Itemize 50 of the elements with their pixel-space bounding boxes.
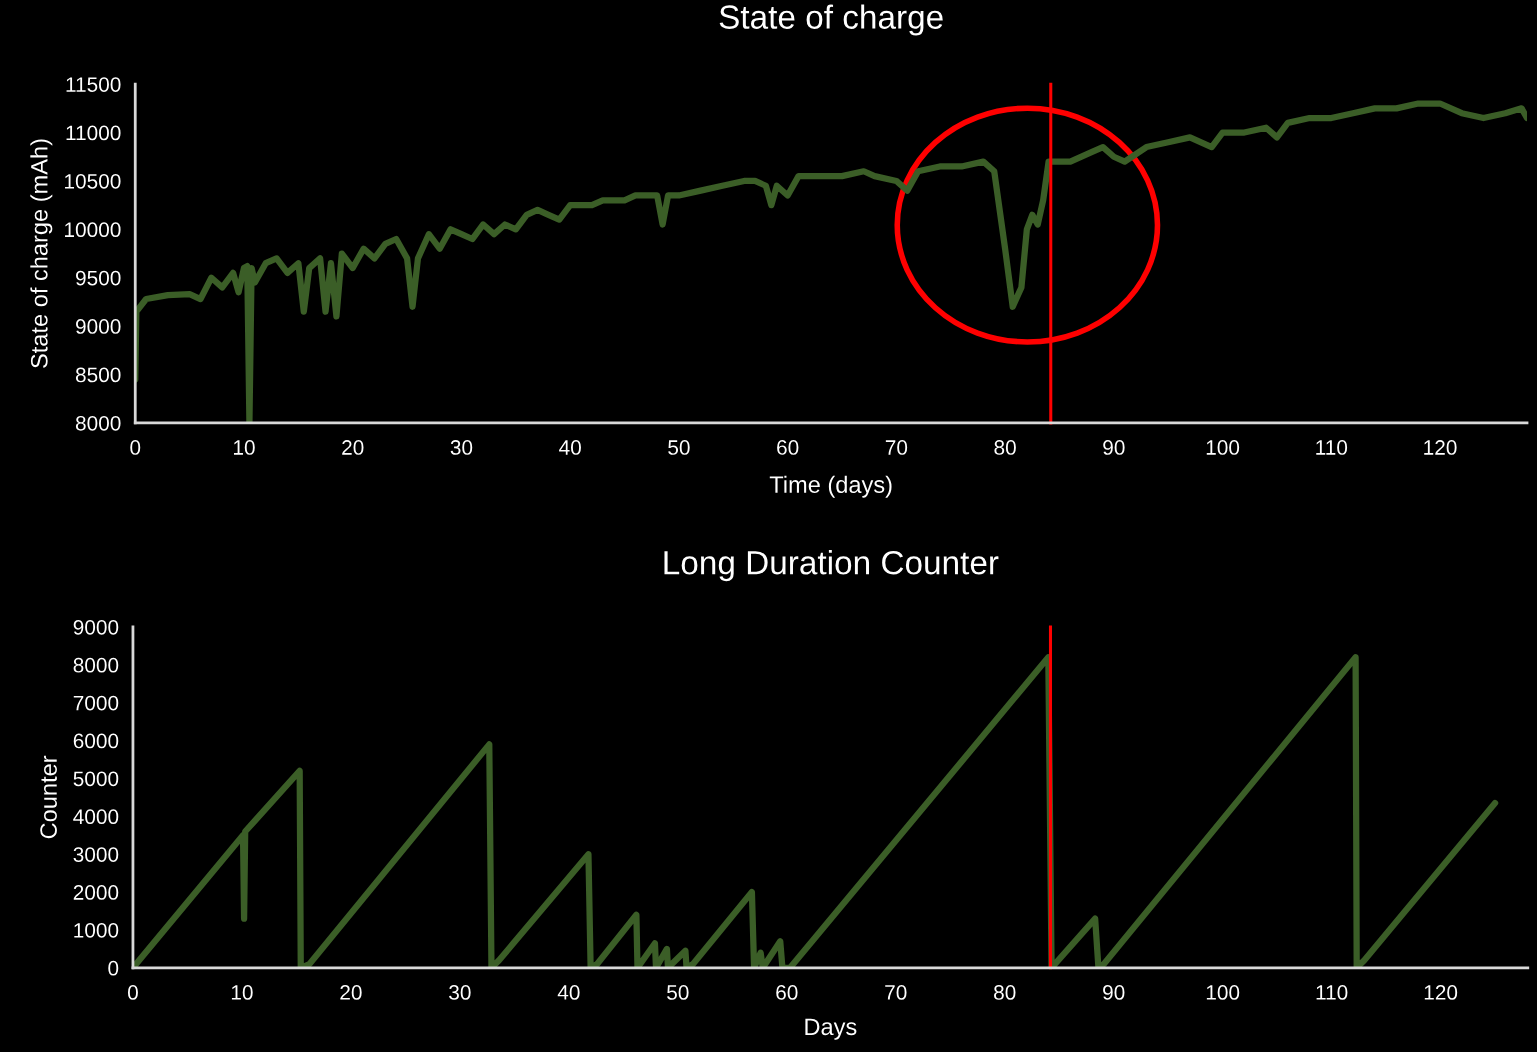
y-tick-label: 8500 [75,367,121,383]
x-tick-label: 110 [1316,440,1348,455]
y-tick-label: 7000 [73,695,119,711]
x-tick-label: 80 [994,985,1016,1000]
x-tick-label: 110 [1316,985,1348,1000]
y-tick-label: 9000 [76,319,121,334]
x-tick-label: 120 [1424,985,1458,1000]
x-tick-label: 60 [776,985,798,1000]
x-tick-label: 50 [667,985,689,1000]
y-axis-title: State of charge (mAh) [30,139,53,368]
chart-title: Long Duration Counter [664,550,999,582]
y-tick-label: 1000 [74,922,119,938]
x-tick-label: 20 [342,440,364,455]
x-axis-title: Time (days) [769,475,892,498]
y-axis-title: Counter [40,755,57,839]
x-tick-label: 10 [231,985,253,1000]
x-tick-label: 70 [885,985,907,1000]
x-tick-label: 100 [1206,985,1240,1000]
y-tick-label: 2000 [73,885,119,900]
y-tick-label: 5000 [73,771,119,787]
x-tick-label: 100 [1206,440,1240,455]
y-tick-label: 3000 [73,847,119,862]
x-tick-label: 90 [1103,440,1125,455]
y-tick-label: 8000 [73,657,119,673]
x-tick-label: 10 [233,440,255,455]
y-tick-label: 9500 [76,270,121,286]
x-axis-title: Days [805,1018,857,1040]
y-tick-label: 6000 [73,733,119,749]
y-tick-label: 11500 [66,77,121,92]
x-tick-label: 40 [559,440,581,455]
x-tick-label: 30 [449,985,471,1000]
x-tick-label: 70 [885,440,908,455]
x-tick-label: 0 [130,440,141,455]
y-tick-label: 11000 [66,125,121,141]
x-tick-label: 90 [1103,985,1125,1000]
y-tick-label: 10500 [65,173,121,189]
y-tick-label: 0 [108,960,119,976]
y-tick-label: 10000 [65,222,121,238]
x-tick-label: 120 [1424,440,1457,455]
chart-title: State of charge [719,4,943,36]
y-tick-label: 4000 [73,809,119,825]
x-tick-label: 60 [777,440,799,455]
x-tick-label: 50 [668,440,690,455]
x-tick-label: 30 [450,440,473,455]
x-tick-label: 0 [127,985,138,1000]
y-tick-label: 9000 [73,619,119,635]
x-tick-label: 40 [557,985,580,1000]
y-tick-label: 8000 [75,415,121,431]
x-tick-label: 80 [994,440,1016,455]
x-tick-label: 20 [340,985,362,1000]
